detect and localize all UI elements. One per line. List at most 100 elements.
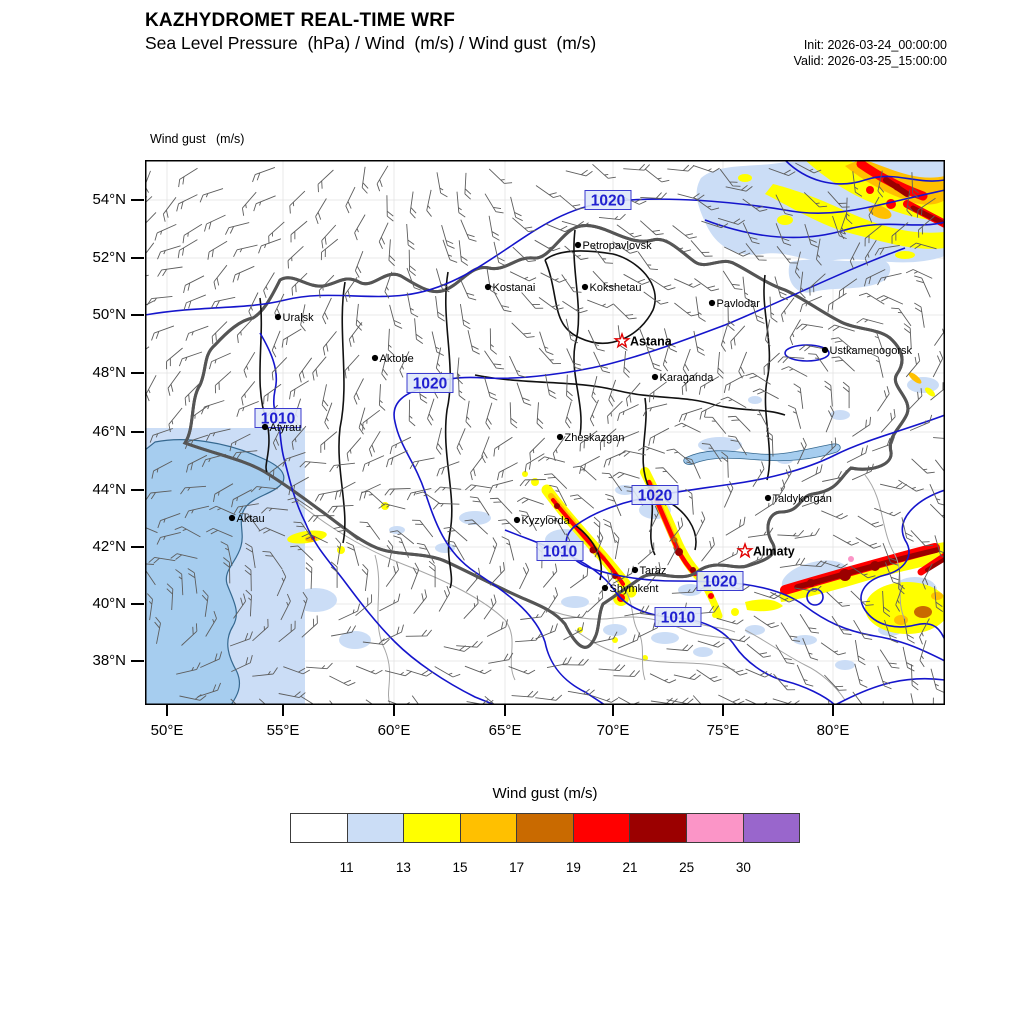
wind-barb-glyph (512, 217, 537, 233)
wind-barb (665, 239, 692, 253)
lon-tick-label: 60°E (377, 722, 411, 739)
city-marker: Shymkent (601, 583, 658, 595)
wind-barb (605, 493, 622, 517)
wind-barb (178, 351, 203, 367)
wind-barb-glyph (565, 401, 572, 429)
lon-tick-label: 80°E (816, 722, 850, 739)
wind-barb (406, 223, 415, 250)
wind-barb-glyph (852, 171, 863, 197)
wind-barb (456, 428, 466, 455)
run-times: Init: 2026-03-24_00:00:00 Valid: 2026-03… (640, 37, 947, 69)
wind-barb-glyph (220, 541, 233, 566)
wind-barb-glyph (618, 450, 646, 457)
city-dot-icon (484, 283, 492, 291)
wind-barb (469, 496, 490, 516)
wind-barb (157, 266, 183, 277)
wind-barb-glyph (699, 401, 721, 420)
wind-barb-glyph (289, 380, 309, 400)
wind-barb (559, 195, 585, 210)
wind-barb (717, 546, 740, 564)
wind-barb (243, 351, 256, 378)
wind-barb (903, 323, 912, 350)
wind-barb (359, 521, 381, 540)
wind-barb (717, 217, 745, 225)
wind-barb (545, 223, 573, 233)
wind-barb (775, 644, 795, 665)
wind-barb (459, 304, 471, 330)
wind-barb-glyph (853, 619, 873, 640)
wind-barb-glyph (884, 619, 899, 644)
city-marker: Kokshetau (581, 282, 641, 294)
wind-barb (701, 220, 729, 229)
wind-barb (773, 673, 796, 691)
wind-barb (317, 169, 334, 193)
wind-barb (465, 400, 472, 428)
plot-title: KAZHYDROMET REAL-TIME WRF (145, 10, 456, 31)
wind-barb-glyph (230, 698, 254, 705)
wind-barb-glyph (512, 246, 536, 262)
wind-barb-glyph (489, 497, 513, 514)
colorbar-cell (403, 814, 460, 842)
wind-barb (408, 399, 416, 427)
wind-barb (329, 700, 351, 705)
wind-barb (180, 485, 207, 495)
wind-barb (466, 567, 481, 592)
wind-barb (747, 527, 774, 538)
wind-barb-glyph (258, 238, 282, 254)
wind-barb-glyph (701, 443, 722, 462)
wind-barb-glyph (362, 638, 390, 646)
wind-barb-glyph (649, 381, 667, 403)
wind-barb-glyph (432, 503, 460, 510)
pressure-label-text: 1010 (543, 544, 577, 561)
wind-barb-glyph (393, 535, 410, 558)
wind-barb (354, 214, 366, 241)
wind-barb (434, 666, 461, 678)
wind-barb-glyph (799, 295, 822, 313)
wind-barb-glyph (151, 325, 175, 341)
wind-barb-glyph (855, 537, 882, 549)
wind-barb (857, 515, 884, 528)
wind-barb-glyph (258, 698, 283, 705)
wind-barb (406, 487, 432, 501)
wind-barb-glyph (299, 461, 327, 468)
wind-barb (498, 519, 522, 535)
wind-barb (544, 374, 557, 399)
wind-barb (529, 437, 546, 461)
wind-barb (820, 437, 837, 461)
wind-barb-glyph (794, 585, 822, 592)
wind-barb-glyph (236, 319, 253, 343)
wind-barb (320, 431, 338, 453)
wind-barb (591, 375, 598, 404)
wind-barb-glyph (801, 464, 823, 483)
wind-barb (521, 292, 544, 309)
wind-barb-glyph (250, 486, 278, 493)
city-dot-icon (513, 516, 521, 524)
wind-barb-glyph (545, 587, 558, 613)
wind-barb (694, 511, 706, 538)
wind-barb (231, 489, 252, 508)
wind-barb-glyph (669, 517, 684, 542)
wind-barb-glyph (877, 272, 902, 286)
wind-barb-glyph (779, 557, 806, 568)
wind-barb-glyph (263, 272, 275, 299)
wind-barb (772, 479, 786, 505)
wind-barb-glyph (288, 476, 309, 496)
wind-barb (488, 215, 500, 241)
wind-barb (824, 674, 847, 691)
wind-barb (233, 503, 259, 514)
wind-barb (830, 337, 855, 352)
wind-barb (271, 357, 288, 381)
wind-barb-glyph (905, 269, 933, 279)
wind-barb-glyph (291, 272, 308, 296)
wind-barb-glyph (697, 640, 725, 648)
lon-tick-label: 70°E (596, 722, 630, 739)
wind-barb (486, 619, 508, 637)
wind-barb-glyph (428, 560, 436, 588)
wind-barb (427, 398, 435, 426)
wind-barb-glyph (446, 540, 465, 561)
wind-barb (436, 172, 448, 198)
wind-barb (335, 537, 342, 565)
wind-barb-glyph (727, 415, 751, 432)
wind-barb-glyph (569, 567, 589, 589)
wind-barb-glyph (648, 427, 670, 446)
